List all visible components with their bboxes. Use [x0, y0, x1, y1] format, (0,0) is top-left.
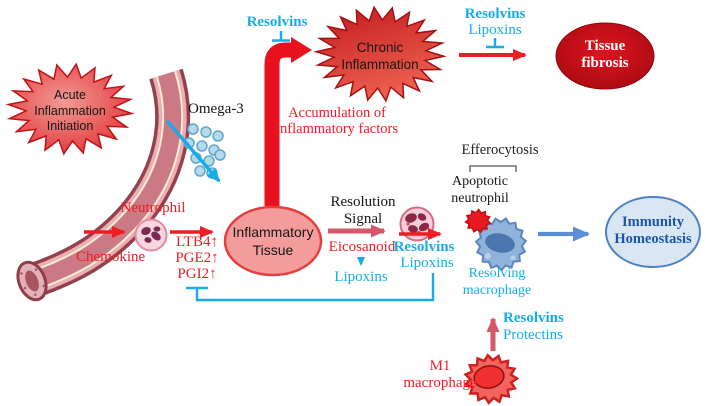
lipoxins-from-eicosanoid-label: Lipoxins	[334, 269, 388, 285]
chronic-inflammation-label: Chronic Inflammation	[341, 40, 419, 72]
omega3-label: Omega-3	[188, 101, 244, 117]
neutrophil-cell	[134, 218, 168, 252]
omega3-dots	[183, 123, 226, 179]
chemokine-label: Chemokine	[76, 249, 146, 265]
inhibition-icon-chronic	[272, 31, 290, 42]
arrow-accumulation-to-chronic	[264, 37, 312, 206]
resolvins-block-fibrosis-label: Resolvins	[464, 6, 526, 22]
immunity-homeostasis-ellipse	[605, 196, 701, 268]
acute-inflammation-starburst	[5, 62, 135, 156]
neutrophil-label: Neutrophil	[120, 200, 186, 216]
resolving-macrophage-cell	[464, 208, 528, 272]
blood-vessel-illustration	[16, 68, 191, 302]
accumulation-label: Accumulation of inflammatory factors	[276, 105, 398, 137]
inflammatory-tissue-label: Inflammatory Tissue	[232, 224, 314, 258]
m1-macrophage-cell	[463, 353, 520, 405]
efferocytosis-bracket	[469, 165, 517, 172]
arrow-omega3	[165, 119, 221, 183]
lipoxins-mid-label: Lipoxins	[400, 255, 454, 271]
mediators-label: LTB4↑ PGE2↑ PGI2↑	[175, 234, 219, 282]
tissue-fibrosis-ellipse	[555, 22, 655, 90]
tissue-fibrosis-label: Tissue fibrosis	[581, 38, 629, 72]
resolvins-mid-label: Resolvins	[393, 239, 455, 255]
inhibition-connector-mediators	[186, 273, 435, 302]
resolving-macrophage-label: Resolving macrophage	[462, 266, 532, 298]
inflammatory-tissue-ellipse	[223, 205, 323, 277]
apoptotic-neutrophil-label: Apoptotic neutrophil	[451, 174, 509, 206]
engulfed-apoptotic-neutrophil	[464, 208, 492, 234]
m1-macrophage-label: M1 macrophage	[403, 358, 477, 392]
acute-inflammation-label: Acute Inflammation Initiation	[34, 88, 106, 133]
immunity-homeostasis-label: Immunity Homeostasis	[614, 214, 692, 248]
eicosanoid-label: Eicosanoid	[328, 239, 396, 255]
efferocytosis-label: Efferocytosis	[461, 142, 539, 158]
inhibition-icon-fibrosis	[486, 38, 504, 49]
resolution-signal-label: Resolution Signal	[330, 194, 396, 227]
lipoxins-block-fibrosis-label: Lipoxins	[468, 22, 522, 38]
resolvins-block-chronic-label: Resolvins	[246, 14, 308, 30]
protectins-from-m1-label: Protectins	[503, 327, 563, 343]
resolvins-from-m1-label: Resolvins	[503, 310, 564, 326]
chronic-inflammation-starburst	[313, 5, 447, 103]
